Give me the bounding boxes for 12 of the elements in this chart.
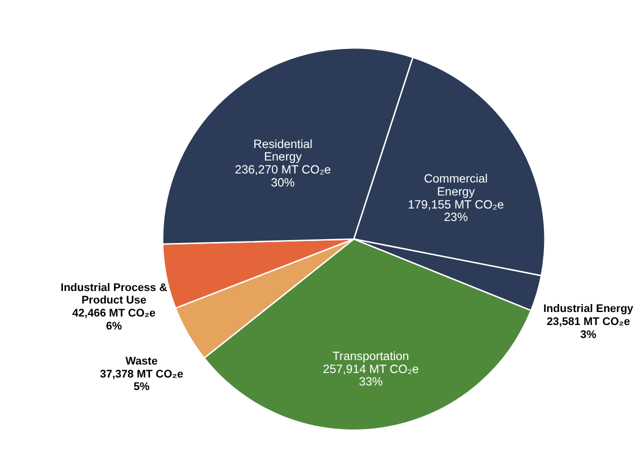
slice-label: Commercial Energy bbox=[424, 172, 488, 198]
slice-label: Waste bbox=[126, 355, 158, 368]
slice-label: Residential Energy bbox=[253, 136, 312, 164]
data-label: 236,270 MT CO₂e 30% bbox=[234, 162, 332, 190]
data-label: 179,155 MT CO₂e 23% bbox=[408, 197, 504, 224]
data-label: 42,466 MT CO₂e 6% bbox=[72, 308, 156, 332]
data-label: 37,378 MT CO₂e 5% bbox=[100, 368, 184, 394]
slice-label: Industrial Process & Product Use bbox=[60, 282, 168, 307]
data-label: 23,581 MT CO₂e 3% bbox=[546, 316, 630, 341]
data-label: 257,914 MT CO₂e 33% bbox=[322, 362, 420, 389]
slice-label: Transportation bbox=[332, 349, 410, 364]
slice-label: Industrial Energy bbox=[543, 303, 634, 316]
